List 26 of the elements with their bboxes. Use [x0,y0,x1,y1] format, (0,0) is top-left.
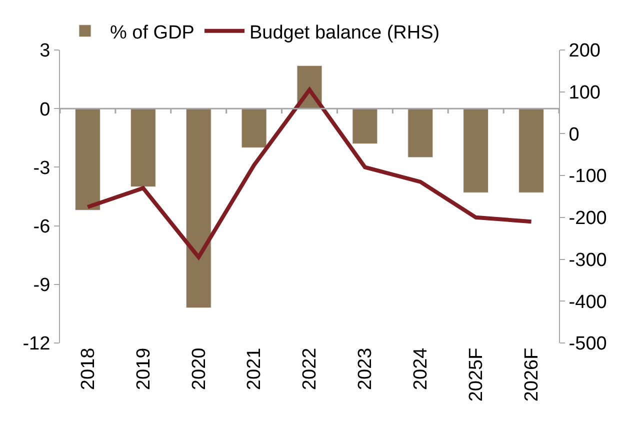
x-tick-label: 2021 [244,348,266,390]
x-tick-label: 2024 [410,347,432,390]
x-tick-label: 2026F [521,348,542,402]
y-tick-label: -3 [33,158,50,179]
legend-label: % of GDP [110,22,194,44]
y2-tick-label: 200 [568,40,601,62]
x-tick-label: 2020 [188,348,210,390]
y-tick-label: 3 [40,40,50,62]
y2-tick-label: 100 [568,82,601,104]
y2-tick-label: -100 [568,166,607,188]
y2-tick-label: -200 [568,208,607,230]
y-tick-label: -6 [33,216,50,238]
y2-tick-label: 0 [568,124,580,146]
y-tick-label: -12 [22,334,50,355]
y-tick-label: 0 [40,99,50,120]
y-tick-label: -9 [33,275,50,296]
x-tick-label: 2018 [78,348,99,390]
y2-tick-label: -300 [568,250,607,271]
y2-tick-label: -500 [568,334,607,355]
legend-label: Budget balance (RHS) [249,22,440,44]
x-tick-label: 2023 [355,348,376,390]
x-tick-label: 2019 [133,348,154,390]
x-tick-label: 2022 [300,348,321,390]
x-tick-label: 2025F [466,348,488,402]
line-series [86,88,534,260]
y2-tick-label: -400 [568,292,607,313]
